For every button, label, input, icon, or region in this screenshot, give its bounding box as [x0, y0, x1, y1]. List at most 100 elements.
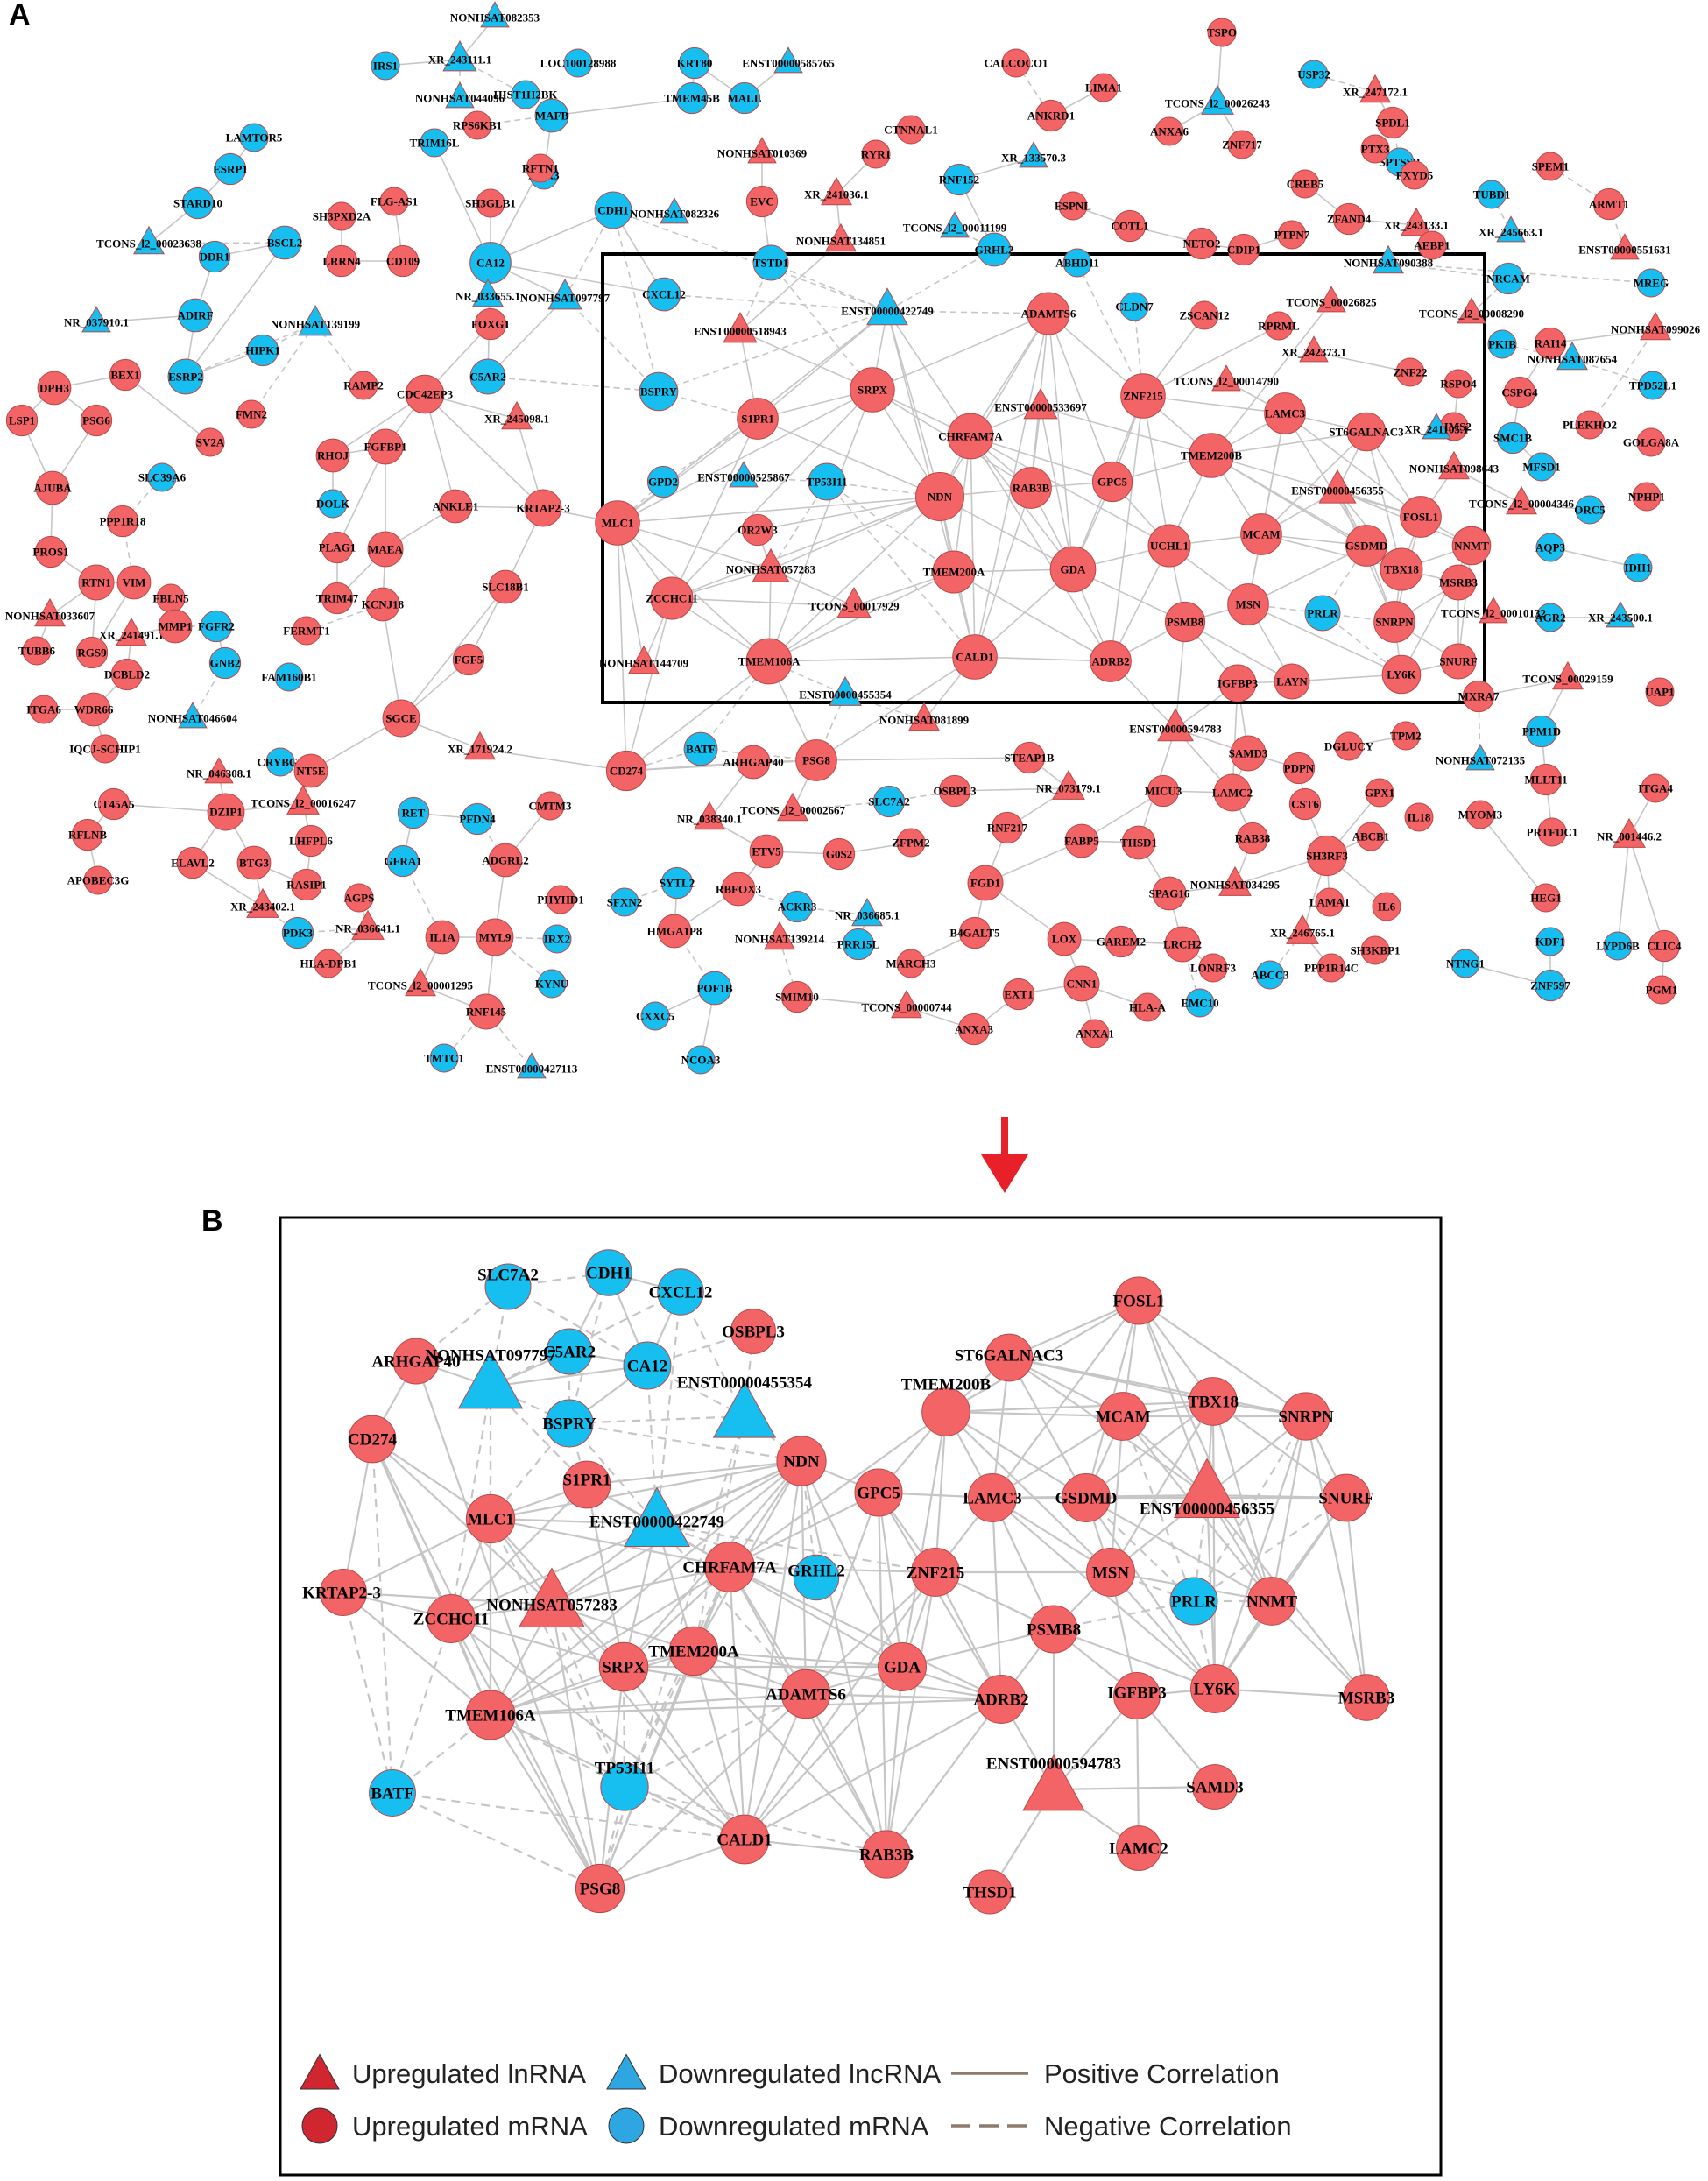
b-node-igfbp3[interactable]: IGFBP3 — [1107, 1672, 1167, 1719]
a-node-pof1b[interactable]: POF1B — [696, 971, 733, 1006]
b-node-msn[interactable]: MSN — [1086, 1548, 1135, 1597]
a-node-nr-033655-1[interactable]: NR_033655.1 — [455, 278, 520, 307]
a-node-xr-241105-1[interactable]: XR_241105.1 — [1404, 413, 1469, 440]
a-node-rflnb[interactable]: RFLNB — [68, 818, 107, 851]
a-node-nonhsat033607[interactable]: NONHSAT033607 — [5, 597, 95, 627]
a-node-pfdn4[interactable]: PFDN4 — [459, 802, 496, 836]
a-node-nonhsat139214[interactable]: NONHSAT139214 — [735, 921, 825, 950]
b-node-nonhsat057283[interactable]: NONHSAT057283 — [486, 1567, 618, 1627]
a-node-nr-046308-1[interactable]: NR_046308.1 — [187, 757, 251, 784]
a-node-nr-036685-1[interactable]: NR_036685.1 — [835, 897, 900, 927]
b-node-tp53i11[interactable]: TP53I11 — [595, 1760, 655, 1811]
a-node-tcons-l2-00008290[interactable]: TCONS_l2_00008290 — [1419, 297, 1524, 324]
b-node-adrb2[interactable]: ADRB2 — [973, 1675, 1029, 1724]
a-node-ext1[interactable]: EXT1 — [1002, 978, 1035, 1011]
a-node-dph3[interactable]: DPH3 — [37, 371, 72, 406]
a-node-or2w3[interactable]: OR2W3 — [738, 513, 778, 547]
a-node-nonhsat090388[interactable]: NONHSAT090388 — [1344, 244, 1434, 274]
a-node-fgfbp1[interactable]: FGFBP1 — [363, 428, 407, 465]
b-node-chrfam7a[interactable]: CHRFAM7A — [682, 1542, 777, 1592]
a-node-pdk3[interactable]: PDK3 — [281, 916, 314, 949]
a-node-clic4[interactable]: CLIC4 — [1647, 929, 1682, 963]
b-node-gpc5[interactable]: GPC5 — [854, 1468, 903, 1517]
a-node-sfxn2[interactable]: SFXN2 — [607, 887, 642, 917]
b-node-mlc1[interactable]: MLC1 — [465, 1493, 516, 1544]
a-node-ntng1[interactable]: NTNG1 — [1446, 949, 1485, 978]
a-node-kcnj18[interactable]: KCNJ18 — [362, 587, 405, 622]
a-node-bscl2[interactable]: BSCL2 — [267, 225, 302, 260]
a-node-ddr1[interactable]: DDR1 — [198, 240, 231, 273]
a-node-sytl2[interactable]: SYTL2 — [660, 866, 695, 900]
a-node-abcc3[interactable]: ABCC3 — [1251, 960, 1289, 990]
a-node-zcchc11[interactable]: ZCCHC11 — [646, 576, 698, 620]
b-node-srpx[interactable]: SRPX — [598, 1641, 649, 1692]
a-node-ncoa3[interactable]: NCOA3 — [681, 1045, 721, 1075]
b-node-tbx18[interactable]: TBX18 — [1188, 1377, 1239, 1426]
a-node-krtap2-3[interactable]: KRTAP2-3 — [516, 489, 570, 527]
a-node-zscan12[interactable]: ZSCAN12 — [1179, 300, 1230, 330]
a-node-bspry[interactable]: BSPRY — [639, 371, 679, 412]
a-node-mfsd1[interactable]: MFSD1 — [1522, 452, 1561, 482]
a-node-nonhsat046604[interactable]: NONHSAT046604 — [148, 702, 238, 729]
b-node-lamc2[interactable]: LAMC2 — [1109, 1825, 1168, 1871]
a-node-tcons-l2-00002667[interactable]: TCONS_l2_00002667 — [740, 792, 845, 822]
b-node-tmem200a[interactable]: TMEM200A — [648, 1626, 739, 1676]
a-node-sh3rf3[interactable]: SH3RF3 — [1306, 835, 1348, 877]
a-node-nr-036641-1[interactable]: NR_036641.1 — [335, 909, 400, 940]
a-node-ndn[interactable]: NDN — [915, 472, 964, 521]
a-node-enst00000533697[interactable]: ENST00000533697 — [994, 387, 1087, 420]
a-node-tcons-00017929[interactable]: TCONS_00017929 — [808, 586, 900, 618]
a-node-mmp1[interactable]: MMP1 — [159, 609, 193, 644]
a-node-ca12[interactable]: CA12 — [469, 242, 512, 284]
a-node-sh3glb1[interactable]: SH3GLB1 — [465, 188, 516, 218]
a-node-ctnnal1[interactable]: CTNNAL1 — [884, 115, 938, 145]
b-node-tmem106a[interactable]: TMEM106A — [445, 1690, 536, 1740]
a-node-creb5[interactable]: CREB5 — [1287, 169, 1324, 199]
a-node-myl9[interactable]: MYL9 — [476, 918, 514, 956]
a-node-dglucy[interactable]: DGLUCY — [1324, 731, 1374, 761]
a-node-rnf152[interactable]: RNF152 — [939, 163, 979, 196]
a-node-loc100128988[interactable]: LOC100128988 — [540, 48, 617, 78]
a-node-gpd2[interactable]: GPD2 — [646, 465, 680, 498]
a-node-nr-038340-1[interactable]: NR_038340.1 — [677, 801, 742, 830]
a-node-gnb2[interactable]: GNB2 — [208, 646, 242, 680]
a-node-ankle1[interactable]: ANKLE1 — [433, 489, 479, 524]
a-node-rbfox3[interactable]: RBFOX3 — [716, 872, 762, 907]
a-node-ackr3[interactable]: ACKR3 — [778, 890, 817, 923]
a-node-msn[interactable]: MSN — [1227, 583, 1269, 625]
a-node-evc[interactable]: EVC — [745, 185, 779, 218]
a-node-nonhsat044096[interactable]: NONHSAT044096 — [415, 81, 505, 109]
a-node-c5ar2[interactable]: C5AR2 — [469, 358, 506, 395]
a-node-enst00000455354[interactable]: ENST00000455354 — [799, 675, 892, 706]
a-node-smim10[interactable]: SMIM10 — [775, 980, 819, 1013]
a-node-layn[interactable]: LAYN — [1274, 663, 1310, 700]
a-node-enst00000525867[interactable]: ENST00000525867 — [697, 461, 790, 488]
a-node-esrp2[interactable]: ESRP2 — [167, 358, 204, 395]
a-node-dzip1[interactable]: DZIP1 — [207, 793, 245, 831]
a-node-chrfam7a[interactable]: CHRFAM7A — [938, 413, 1003, 460]
a-node-tubd1[interactable]: TUBD1 — [1473, 180, 1511, 209]
a-node-ret[interactable]: RET — [397, 796, 430, 829]
a-node-fgd1[interactable]: FGD1 — [967, 865, 1004, 901]
b-node-enst00000422749[interactable]: ENST00000422749 — [589, 1486, 724, 1547]
a-node-msrb3[interactable]: MSRB3 — [1439, 564, 1479, 601]
a-node-micu3[interactable]: MICU3 — [1145, 774, 1182, 808]
a-node-agps[interactable]: AGPS — [344, 883, 375, 913]
a-node-lamc2[interactable]: LAMC2 — [1212, 773, 1253, 812]
b-node-ndn[interactable]: NDN — [776, 1436, 827, 1486]
a-node-xr-241491-1[interactable]: XR_241491.1 — [99, 617, 164, 646]
a-node-xr-245098-1[interactable]: XR_245098.1 — [484, 400, 549, 430]
b-node-batf[interactable]: BATF — [369, 1769, 416, 1817]
a-node-nrcam[interactable]: NRCAM — [1486, 262, 1530, 295]
a-node-ct45a5[interactable]: CT45A5 — [94, 787, 135, 821]
a-node-srpx[interactable]: SRPX — [850, 367, 895, 413]
a-node-b4galt5[interactable]: B4GALT5 — [949, 916, 1000, 949]
a-node-tcons-l2-00010132[interactable]: TCONS_l2_00010132 — [1441, 596, 1546, 624]
a-node-rps6kb1[interactable]: RPS6KB1 — [453, 110, 502, 140]
b-node-snurf[interactable]: SNURF — [1318, 1473, 1374, 1522]
b-node-grhl2[interactable]: GRHL2 — [787, 1554, 845, 1601]
b-node-nonhsat097797[interactable]: NONHSAT097797 — [425, 1347, 556, 1409]
a-node-enst00000518943[interactable]: ENST00000518943 — [694, 311, 787, 343]
a-node-pgm1[interactable]: PGM1 — [1646, 975, 1678, 1005]
a-node-nonhsat010369[interactable]: NONHSAT010369 — [717, 137, 808, 164]
